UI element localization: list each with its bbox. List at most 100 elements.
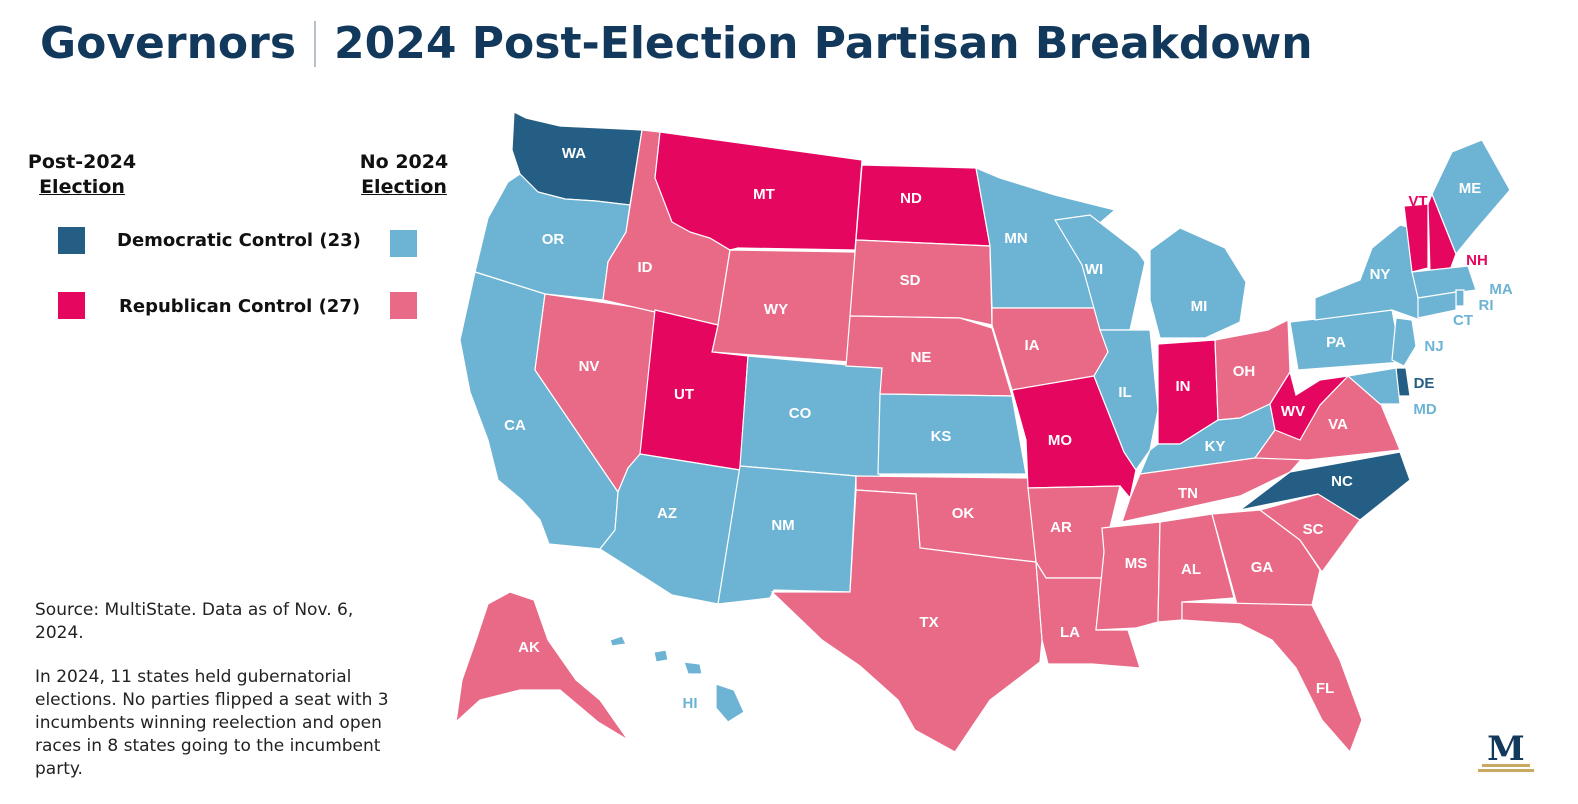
legend-header-post-line1: Post-2024: [27, 151, 137, 173]
state-shape-nm: [717, 465, 857, 605]
state-shape-hi: [609, 635, 745, 723]
state-wy: WY: [711, 249, 856, 363]
state-shape-ak: [455, 591, 629, 741]
state-fl: FL: [1181, 601, 1363, 754]
state-shape-nh: [1427, 192, 1457, 273]
state-label-sd: SD: [900, 272, 921, 289]
state-label-mo: MO: [1048, 432, 1072, 449]
source-note: Source: MultiState. Data as of Nov. 6, 2…: [35, 600, 354, 643]
state-tx: TX: [770, 489, 1043, 753]
legend-swatch-rep-no-election: [390, 292, 417, 319]
state-label-ct: CT: [1453, 312, 1473, 329]
state-label-la: LA: [1060, 624, 1080, 641]
legend-swatch-dem-election: [58, 227, 85, 254]
state-label-in: IN: [1176, 378, 1191, 395]
state-label-az: AZ: [657, 505, 677, 522]
legend-header-no-election: No 2024 Election: [348, 150, 460, 200]
state-label-ms: MS: [1125, 555, 1148, 572]
legend-label-rep: Republican Control (27): [119, 296, 361, 317]
state-label-nm: NM: [771, 517, 794, 534]
state-shape-mi: [1149, 227, 1247, 339]
state-mi: MI: [1149, 227, 1247, 339]
state-hi: HI: [609, 635, 745, 723]
state-label-wv: WV: [1281, 403, 1305, 420]
state-mo: MO: [1011, 375, 1137, 500]
state-label-id: ID: [638, 259, 653, 276]
state-shape-wi: [1054, 214, 1146, 331]
state-label-tn: TN: [1178, 485, 1198, 502]
legend-header-no-line2: Election: [361, 176, 447, 198]
state-shape-sd: [849, 239, 993, 326]
state-la: LA: [1035, 561, 1141, 669]
state-nm: NM: [717, 465, 857, 605]
state-shape-md: [1346, 367, 1401, 405]
state-label-ma: MA: [1489, 281, 1512, 298]
state-label-al: AL: [1181, 561, 1201, 578]
multistate-logo: M: [1478, 730, 1534, 772]
state-shape-nj: [1391, 317, 1417, 367]
legend-label-dem: Democratic Control (23): [117, 230, 361, 251]
state-label-hi: HI: [683, 695, 698, 712]
legend-swatch-rep-election: [58, 292, 85, 319]
state-label-pa: PA: [1326, 334, 1346, 351]
state-label-ny: NY: [1370, 266, 1391, 283]
state-de: DE: [1395, 367, 1435, 397]
state-label-wa: WA: [562, 145, 586, 162]
page-title: Governors 2024 Post-Election Partisan Br…: [40, 18, 1313, 69]
state-label-co: CO: [789, 405, 812, 422]
state-nh: NH: [1427, 192, 1488, 273]
state-sd: SD: [849, 239, 993, 326]
state-label-ks: KS: [931, 428, 952, 445]
state-me: ME: [1431, 139, 1511, 256]
state-nc: NC: [1239, 451, 1411, 521]
state-ms: MS: [1095, 521, 1161, 631]
state-label-md: MD: [1413, 401, 1436, 418]
state-label-nd: ND: [900, 190, 922, 207]
state-ny: NY: [1314, 224, 1421, 321]
state-wi: WI: [1054, 214, 1146, 331]
state-label-ri: RI: [1479, 297, 1494, 314]
state-ri: RI: [1455, 289, 1494, 314]
state-shape-ks: [877, 393, 1027, 475]
state-shape-vt: [1403, 203, 1429, 273]
state-label-ky: KY: [1205, 438, 1226, 455]
state-md: MD: [1346, 367, 1437, 418]
state-label-de: DE: [1414, 375, 1435, 392]
state-shape-il: [1093, 329, 1159, 472]
state-label-wi: WI: [1085, 261, 1103, 278]
state-shape-pa: [1289, 309, 1403, 371]
state-shape-tn: [1121, 451, 1310, 523]
state-mn: MN: [975, 167, 1117, 309]
state-shape-la: [1035, 561, 1141, 669]
state-vt: VT: [1403, 193, 1429, 273]
state-nd: ND: [855, 164, 991, 247]
state-wv: WV: [1269, 370, 1350, 441]
state-label-sc: SC: [1303, 521, 1324, 538]
state-label-fl: FL: [1316, 680, 1334, 697]
state-ak: AK: [455, 591, 629, 741]
title-left: Governors: [40, 18, 297, 69]
state-label-ok: OK: [952, 505, 975, 522]
logo-letter: M: [1487, 730, 1525, 769]
state-shape-ny: [1314, 224, 1421, 321]
state-label-mt: MT: [753, 186, 775, 203]
state-label-nh: NH: [1466, 252, 1488, 269]
state-shape-ma: [1411, 265, 1477, 299]
state-label-vt: VT: [1408, 193, 1427, 210]
state-pa: PA: [1289, 309, 1403, 371]
legend-header-no-line1: No 2024: [359, 151, 449, 173]
state-label-ut: UT: [674, 386, 694, 403]
state-in: IN: [1157, 339, 1219, 445]
state-label-tx: TX: [919, 614, 938, 631]
state-shape-ri: [1455, 289, 1465, 307]
state-nj: NJ: [1391, 317, 1444, 367]
legend-swatch-dem-no-election: [390, 230, 417, 257]
state-label-ia: IA: [1025, 337, 1040, 354]
state-label-ga: GA: [1251, 559, 1274, 576]
title-right: 2024 Post-Election Partisan Breakdown: [334, 18, 1313, 69]
state-shape-nd: [855, 164, 991, 247]
state-label-oh: OH: [1233, 363, 1256, 380]
state-mt: MT: [654, 131, 863, 251]
state-label-va: VA: [1328, 416, 1348, 433]
